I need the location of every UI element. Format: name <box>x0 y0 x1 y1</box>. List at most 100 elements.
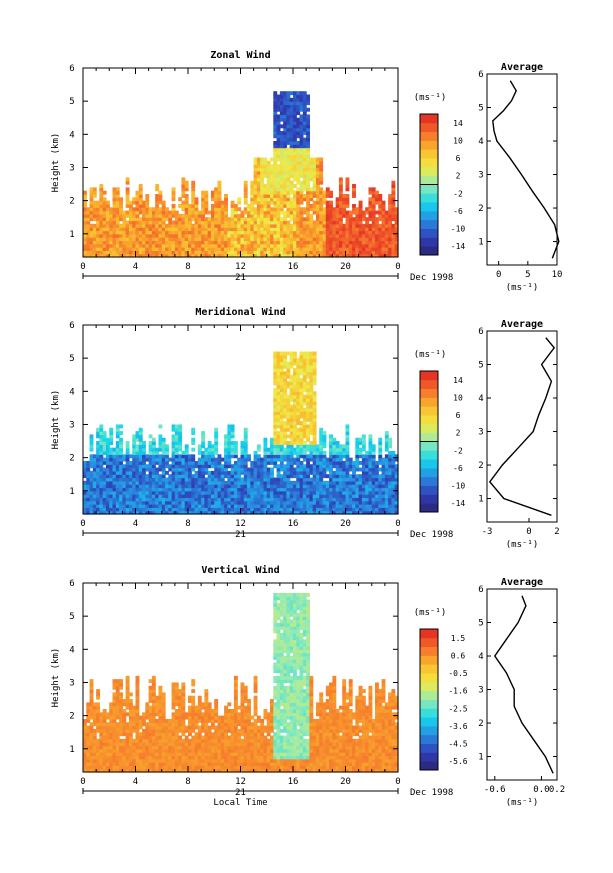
heatmap-cell <box>319 484 324 489</box>
heatmap-cell <box>361 457 366 462</box>
heatmap-cell <box>191 223 196 228</box>
heatmap-cell <box>391 504 396 508</box>
heatmap-cell <box>273 434 278 439</box>
heatmap-cell <box>227 444 232 449</box>
heatmap-cell <box>332 497 337 502</box>
heatmap-cell <box>115 441 120 445</box>
heatmap-cell <box>256 444 261 449</box>
heatmap-cell <box>289 424 294 429</box>
heatmap-cell <box>148 237 153 242</box>
heatmap-cell <box>322 467 327 472</box>
heatmap-cell <box>378 441 383 445</box>
heatmap-cell <box>302 507 307 512</box>
heatmap-cell <box>105 510 110 515</box>
heatmap-cell <box>165 454 169 459</box>
heatmap-cell <box>191 210 196 215</box>
heatmap-cell <box>338 504 343 508</box>
heatmap-cell <box>355 227 360 232</box>
heatmap-cell <box>96 490 101 495</box>
heatmap-cell <box>329 227 333 232</box>
heatmap-cell <box>329 203 333 208</box>
heatmap-cell <box>296 364 301 369</box>
heatmap-cell <box>240 470 245 475</box>
heatmap-cell <box>105 223 110 228</box>
heatmap-cell <box>296 127 301 132</box>
heatmap-cell <box>338 197 343 202</box>
heatmap-cell <box>371 243 376 248</box>
heatmap-cell <box>112 500 117 505</box>
heatmap-cell <box>283 490 288 495</box>
heatmap-cell <box>358 500 363 505</box>
heatmap-cell <box>86 762 91 766</box>
heatmap-cell <box>191 427 196 432</box>
heatmap-cell <box>86 227 91 232</box>
heatmap-cell <box>224 500 228 505</box>
heatmap-cell <box>266 184 271 188</box>
heatmap-cell <box>135 507 140 512</box>
heatmap-cell <box>171 510 176 515</box>
heatmap-cell <box>197 237 202 242</box>
heatmap-cell <box>168 457 173 462</box>
heatmap-cell <box>86 240 91 245</box>
heatmap-cell <box>155 253 160 258</box>
heatmap-cell <box>361 497 366 502</box>
heatmap-cell <box>115 494 120 499</box>
heatmap-cell <box>352 500 356 505</box>
heatmap-cell <box>319 507 324 512</box>
heatmap-cell <box>384 507 389 512</box>
heatmap-cell <box>138 467 143 472</box>
heatmap-cell <box>312 167 317 172</box>
heatmap-cell <box>381 510 386 515</box>
heatmap-cell <box>361 490 366 495</box>
heatmap-cell <box>135 203 140 208</box>
heatmap-cell <box>270 500 274 505</box>
heatmap-cell <box>201 233 206 238</box>
heatmap-cell <box>299 477 304 482</box>
heatmap-cell <box>338 444 343 449</box>
heatmap-cell <box>338 250 343 255</box>
heatmap-cell <box>96 223 101 228</box>
heatmap-cell <box>384 253 389 258</box>
heatmap-cell <box>191 240 196 245</box>
heatmap-cell <box>329 464 333 469</box>
heatmap-cell <box>119 203 123 208</box>
heatmap-cell <box>299 243 304 248</box>
heatmap-cell <box>171 497 176 502</box>
heatmap-cell <box>289 227 294 232</box>
heatmap-cell <box>279 200 284 205</box>
heatmap-cell <box>273 131 278 135</box>
heatmap-cell <box>227 477 232 482</box>
heatmap-cell <box>286 371 291 376</box>
heatmap-cell <box>338 243 343 248</box>
heatmap-cell <box>309 233 314 238</box>
heatmap-cell <box>361 237 366 242</box>
heatmap-cell <box>112 190 117 195</box>
heatmap-cell <box>394 213 399 218</box>
heatmap-cell <box>276 144 281 149</box>
heatmap-cell <box>322 217 327 222</box>
heatmap-cell <box>214 223 219 228</box>
heatmap-cell <box>135 497 140 502</box>
heatmap-cell <box>273 187 278 192</box>
heatmap-cell <box>335 207 340 212</box>
heatmap-cell <box>296 91 301 96</box>
heatmap-cell <box>122 240 127 245</box>
heatmap-cell <box>128 200 133 205</box>
heatmap-cell <box>142 210 146 215</box>
heatmap-cell <box>296 94 301 99</box>
heatmap-cell <box>142 467 146 472</box>
heatmap-cell <box>293 434 297 439</box>
heatmap-cell <box>315 487 320 492</box>
heatmap-cell <box>375 507 379 512</box>
heatmap-cell <box>299 114 304 119</box>
heatmap-cell <box>102 444 107 449</box>
heatmap-cell <box>325 247 330 251</box>
heatmap-cell <box>306 401 311 406</box>
heatmap-cell <box>368 480 373 485</box>
heatmap-cell <box>138 507 143 512</box>
heatmap-cell <box>115 460 120 465</box>
heatmap-cell <box>174 220 179 225</box>
heatmap-cell <box>325 194 330 198</box>
heatmap-cell <box>158 194 163 198</box>
heatmap-cell <box>92 200 97 205</box>
